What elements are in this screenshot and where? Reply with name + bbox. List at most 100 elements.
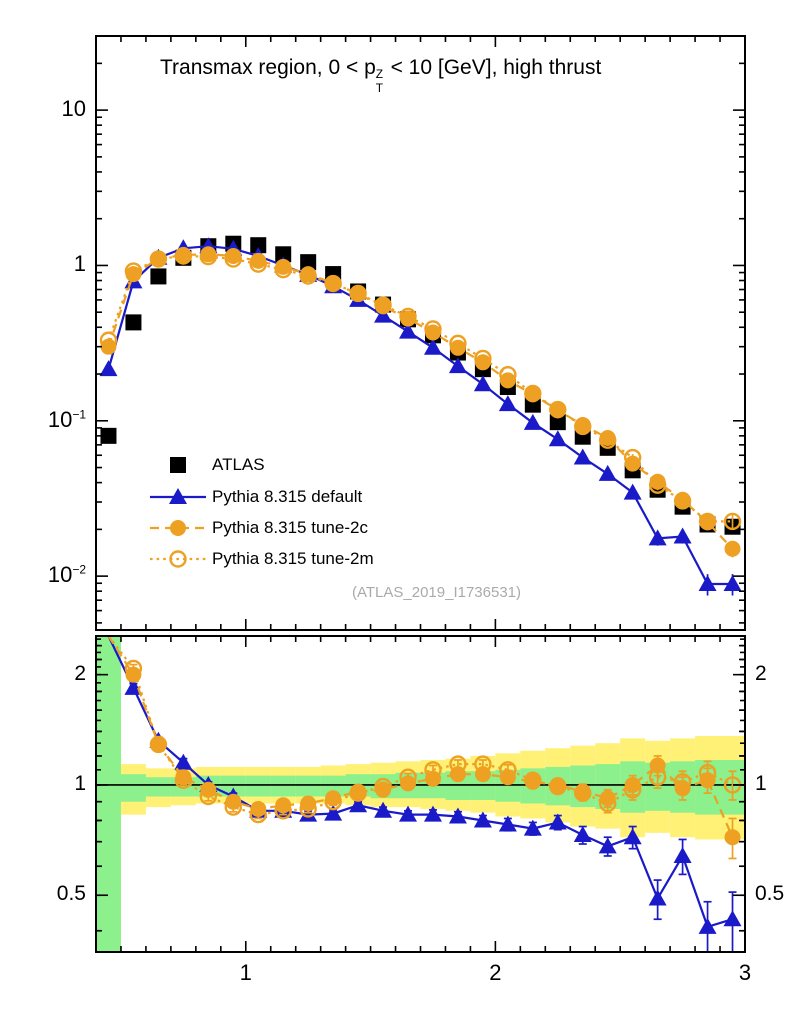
analysis-id-watermark: (ATLAS_2019_I1736531) — [352, 584, 522, 601]
ratio-data-point — [448, 807, 467, 824]
data-point — [673, 527, 692, 544]
data-point — [524, 384, 542, 403]
ratio-data-point — [399, 768, 417, 786]
ratio-data-point — [124, 659, 143, 678]
ratio-y-tick-label-right-1: 1 — [755, 771, 767, 795]
x-tick-label-3: 3 — [738, 960, 752, 985]
clip-rect — [0, 0, 96, 1024]
ratio-data-point — [573, 826, 592, 843]
y-tick-label-10: 10 — [61, 96, 86, 122]
ratio-data-point — [324, 793, 342, 811]
main-panel-frame — [95, 35, 746, 631]
ratio-data-point — [424, 761, 442, 779]
series-line — [107, 254, 733, 523]
data-point — [125, 314, 142, 331]
x-tick-label-1: 1 — [239, 960, 252, 985]
data-point — [449, 334, 467, 353]
ratio-data-point — [574, 784, 592, 802]
data-point — [723, 512, 742, 531]
data-point — [648, 529, 667, 546]
ratio-data-point — [499, 761, 517, 779]
ratio-data-point — [324, 804, 343, 821]
band-inner-segment — [245, 775, 271, 797]
data-point — [300, 254, 317, 271]
ratio-data-point — [623, 781, 642, 799]
data-point — [673, 492, 692, 510]
data-point — [548, 430, 567, 447]
ratio-data-point — [125, 666, 142, 683]
data-point — [474, 354, 491, 371]
data-point — [549, 400, 567, 419]
data-point — [598, 464, 617, 481]
band-inner-segment — [120, 774, 146, 802]
data-point — [424, 320, 442, 338]
data-point — [698, 512, 717, 531]
x-tick-label-2: 2 — [489, 960, 502, 985]
ratio-data-point — [523, 819, 542, 836]
ratio-data-point — [149, 735, 168, 754]
data-point — [599, 431, 617, 449]
data-point — [623, 483, 642, 500]
data-point — [648, 476, 667, 494]
data-point — [250, 237, 267, 254]
ratio-data-point — [698, 764, 717, 782]
data-point — [523, 413, 542, 430]
data-point — [124, 262, 143, 280]
data-point — [573, 448, 592, 465]
band-inner-segment — [96, 636, 121, 952]
series-atlas — [100, 235, 741, 535]
legend-marker-0 — [170, 457, 186, 473]
ratio-y-tick-label-right-0p5: 0.5 — [755, 882, 785, 906]
ratio-data-point — [423, 805, 442, 822]
data-point — [274, 260, 292, 279]
data-point — [449, 339, 466, 356]
ratio-data-point — [374, 777, 392, 796]
ratio-data-point — [274, 802, 292, 820]
band-inner-segment — [220, 775, 246, 797]
ratio-y-tick-label-right-2: 2 — [755, 661, 767, 685]
ratio-data-point — [224, 798, 242, 816]
ratio-data-point — [698, 917, 717, 934]
ratio-line — [107, 635, 733, 816]
ratio-series-pythia-8-315-tune-2m — [107, 635, 742, 824]
data-point — [99, 360, 118, 377]
ratio-y-tick-label-left-1: 1 — [74, 771, 86, 795]
ratio-data-point — [673, 846, 692, 863]
ratio-data-point — [174, 771, 193, 789]
ratio-data-point — [474, 755, 492, 773]
data-point — [299, 267, 317, 285]
ratio-data-point — [599, 794, 617, 813]
series-pythia-8-315-tune-2m — [99, 247, 742, 531]
ratio-data-point — [349, 796, 368, 813]
ratio-data-point — [275, 797, 292, 814]
data-point — [574, 417, 592, 436]
band-inner-segment — [295, 775, 321, 797]
data-point — [499, 372, 516, 389]
data-point — [224, 250, 242, 268]
ratio-data-point — [300, 795, 317, 812]
data-point — [448, 357, 467, 374]
ratio-data-point — [199, 787, 218, 806]
data-point — [498, 395, 517, 412]
data-point — [623, 448, 642, 467]
data-point — [399, 322, 418, 339]
ratio-data-point — [473, 811, 492, 828]
data-point — [249, 255, 267, 273]
legend-marker-1 — [169, 488, 187, 504]
ratio-data-point — [524, 771, 542, 789]
legend-label-pythia-default: Pythia 8.315 default — [212, 487, 363, 506]
clip-rect — [745, 0, 786, 1024]
ratio-data-point — [498, 815, 517, 832]
data-point — [423, 338, 442, 355]
ratio-y-tick-label-left-2: 2 — [74, 661, 86, 685]
band-inner-segment — [145, 777, 171, 797]
axis-ticks — [95, 35, 746, 952]
ratio-data-point — [548, 813, 567, 830]
ratio-data-point — [249, 805, 267, 824]
data-point — [374, 296, 392, 314]
data-point — [374, 306, 393, 323]
ratio-data-point — [648, 768, 667, 786]
clip-rect — [0, 0, 786, 36]
